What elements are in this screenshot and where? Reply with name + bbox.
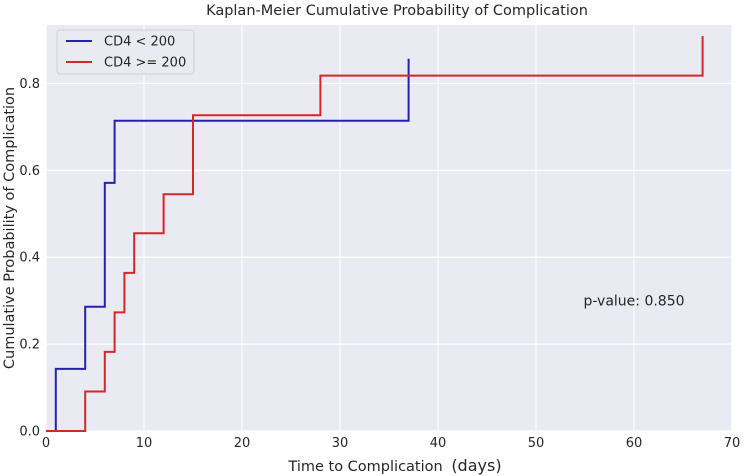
- y-tick-label: 0.2: [19, 338, 40, 353]
- plot-area: [46, 25, 732, 431]
- x-axis-label-unit: (days): [451, 456, 501, 475]
- y-tick-label: 0.4: [19, 251, 40, 266]
- legend-label-cd4-ge-200: CD4 >= 200: [104, 56, 186, 71]
- x-axis-label: Time to Complication (days): [287, 456, 501, 475]
- x-tick-label: 60: [626, 436, 643, 451]
- y-axis-label: Cumulative Probability of Complication: [2, 87, 18, 369]
- x-tick-label: 70: [724, 436, 741, 451]
- grid: [45, 25, 733, 432]
- x-tick-label: 50: [528, 436, 545, 451]
- series-line-cd4-ge-200: [46, 36, 704, 432]
- series-line-cd4-lt-200: [46, 58, 410, 432]
- tick-labels: 0 10 20 30 40 50 60 70 0.0 0.2 0.4 0.6 0.8: [19, 77, 740, 451]
- x-axis-label-text: Time to Complication: [287, 459, 442, 475]
- x-tick-label: 10: [136, 436, 153, 451]
- y-tick-label: 0.8: [19, 77, 40, 92]
- y-tick-label: 0.6: [19, 164, 40, 179]
- chart-title: Kaplan-Meier Cumulative Probability of C…: [206, 3, 588, 19]
- legend-label-cd4-lt-200: CD4 < 200: [104, 35, 175, 50]
- x-tick-label: 0: [42, 436, 50, 451]
- x-tick-label: 30: [332, 436, 349, 451]
- x-tick-label: 20: [234, 436, 251, 451]
- legend: CD4 < 200 CD4 >= 200: [56, 29, 195, 75]
- x-tick-label: 40: [430, 436, 447, 451]
- y-tick-label: 0.0: [19, 425, 40, 440]
- series-layer: [46, 36, 704, 432]
- p-value-annotation: p-value: 0.850: [583, 294, 684, 310]
